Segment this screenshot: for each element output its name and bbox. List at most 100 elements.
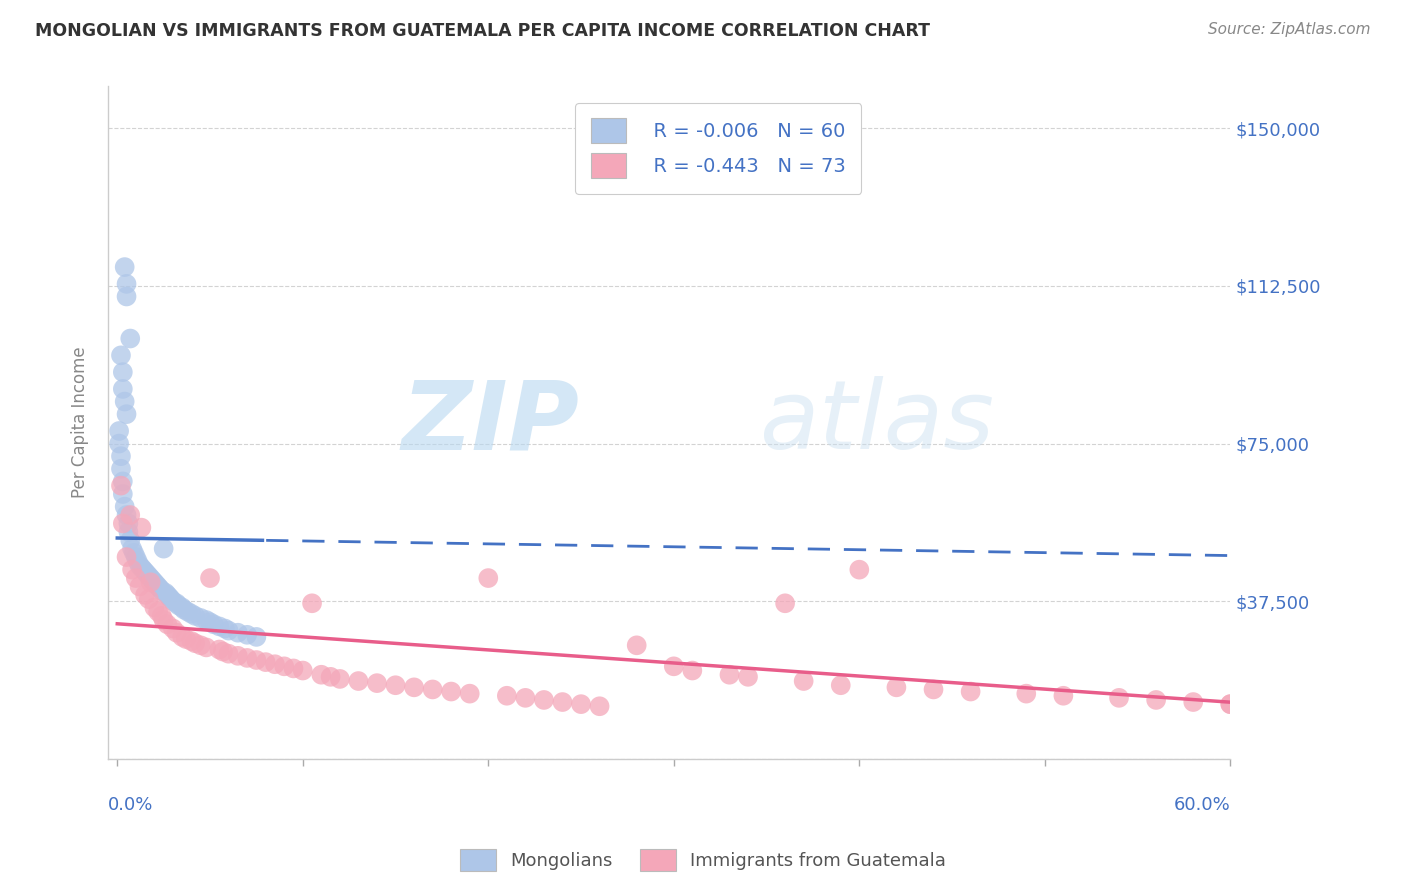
Point	[291, 664, 314, 678]
Point	[848, 563, 870, 577]
Point	[111, 365, 134, 379]
Point	[214, 622, 236, 636]
Point	[273, 659, 295, 673]
Point	[110, 462, 132, 476]
Point	[190, 638, 212, 652]
Point	[177, 605, 200, 619]
Text: Source: ZipAtlas.com: Source: ZipAtlas.com	[1208, 22, 1371, 37]
Point	[347, 673, 370, 688]
Point	[477, 571, 499, 585]
Point	[1015, 687, 1038, 701]
Point	[254, 655, 277, 669]
Point	[681, 664, 703, 678]
Point	[138, 592, 160, 607]
Point	[208, 642, 231, 657]
Point	[172, 600, 194, 615]
Point	[264, 657, 287, 672]
Point	[127, 554, 149, 568]
Point	[139, 571, 162, 585]
Point	[1052, 689, 1074, 703]
Point	[830, 678, 852, 692]
Point	[202, 617, 225, 632]
Point	[162, 622, 184, 636]
Point	[146, 579, 169, 593]
Point	[143, 575, 166, 590]
Point	[208, 619, 231, 633]
Point	[180, 607, 202, 621]
Point	[737, 670, 759, 684]
Point	[111, 516, 134, 531]
Point	[184, 636, 207, 650]
Point	[236, 628, 259, 642]
Point	[117, 524, 139, 539]
Point	[134, 588, 156, 602]
Point	[131, 560, 153, 574]
Point	[236, 651, 259, 665]
Text: ZIP: ZIP	[402, 376, 579, 469]
Point	[180, 634, 202, 648]
Point	[115, 508, 138, 522]
Point	[108, 436, 131, 450]
Point	[120, 508, 142, 522]
Point	[569, 697, 592, 711]
Point	[114, 260, 136, 274]
Point	[155, 586, 177, 600]
Point	[150, 608, 173, 623]
Point	[121, 541, 143, 556]
Point	[131, 521, 153, 535]
Point	[218, 647, 240, 661]
Point	[110, 478, 132, 492]
Point	[128, 579, 150, 593]
Point	[128, 558, 150, 573]
Point	[773, 596, 796, 610]
Point	[110, 449, 132, 463]
Point	[114, 500, 136, 514]
Point	[218, 624, 240, 638]
Point	[245, 630, 267, 644]
Point	[114, 394, 136, 409]
Point	[167, 599, 190, 613]
Point	[1219, 697, 1241, 711]
Point	[152, 541, 174, 556]
Point	[120, 332, 142, 346]
Point	[311, 667, 333, 681]
Point	[174, 632, 197, 646]
Point	[551, 695, 574, 709]
Point	[134, 565, 156, 579]
Point	[115, 407, 138, 421]
Point	[125, 571, 148, 585]
Y-axis label: Per Capita Income: Per Capita Income	[72, 347, 89, 499]
Point	[152, 613, 174, 627]
Text: atlas: atlas	[759, 376, 994, 469]
Point	[108, 424, 131, 438]
Point	[111, 475, 134, 489]
Point	[533, 693, 555, 707]
Point	[184, 608, 207, 623]
Point	[166, 596, 188, 610]
Point	[404, 681, 426, 695]
Point	[245, 653, 267, 667]
Point	[166, 625, 188, 640]
Point	[156, 588, 179, 602]
Point	[515, 690, 537, 705]
Point	[1108, 690, 1130, 705]
Point	[458, 687, 481, 701]
Text: 0.0%: 0.0%	[108, 796, 153, 814]
Point	[143, 600, 166, 615]
Point	[111, 487, 134, 501]
Point	[132, 563, 155, 577]
Point	[662, 659, 685, 673]
Point	[115, 289, 138, 303]
Text: 60.0%: 60.0%	[1174, 796, 1230, 814]
Point	[157, 590, 180, 604]
Point	[922, 682, 945, 697]
Point	[110, 348, 132, 362]
Point	[301, 596, 323, 610]
Point	[136, 566, 159, 581]
Point	[195, 640, 218, 655]
Point	[146, 605, 169, 619]
Point	[173, 602, 195, 616]
Point	[139, 575, 162, 590]
Point	[718, 667, 741, 681]
Point	[156, 617, 179, 632]
